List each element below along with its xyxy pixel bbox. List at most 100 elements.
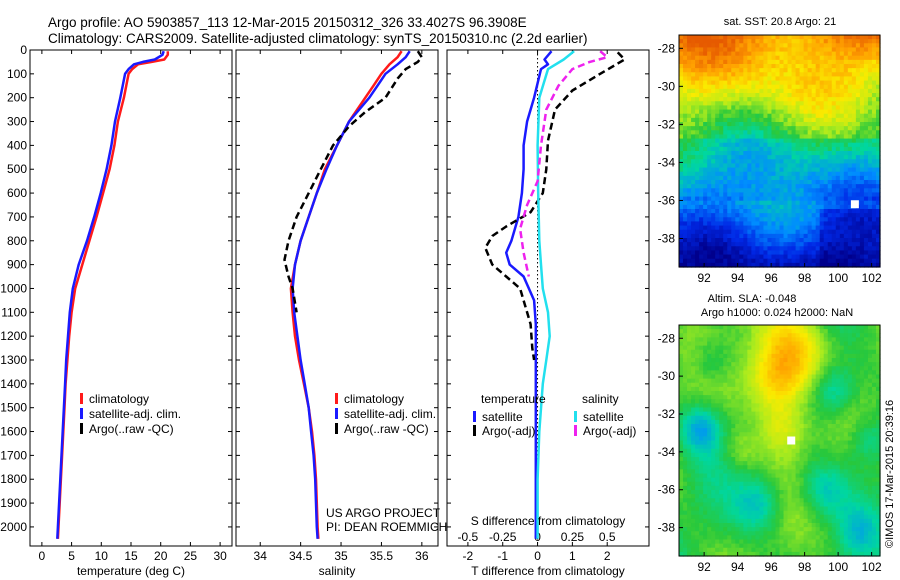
heatmap-cell: [679, 93, 684, 98]
heatmap-cell: [815, 117, 821, 123]
heatmap-cell: [831, 163, 837, 169]
heatmap-cell: [683, 403, 688, 409]
heatmap-cell: [739, 254, 744, 260]
heatmap-cell: [795, 97, 801, 102]
heatmap-cell: [803, 171, 809, 177]
heatmap-cell: [779, 382, 785, 388]
heatmap-cell: [683, 47, 688, 53]
heatmap-cell: [803, 117, 809, 123]
heatmap-cell: [843, 163, 849, 169]
heatmap-cell: [847, 72, 853, 78]
heatmap-cell: [691, 432, 696, 437]
heatmap-cell: [815, 477, 821, 483]
s-tick-label: 0.25: [561, 530, 585, 544]
heatmap-cell: [791, 51, 797, 57]
heatmap-cell: [819, 386, 825, 392]
heatmap-cell: [795, 370, 801, 376]
heatmap-cell: [751, 448, 756, 454]
heatmap-cell: [759, 436, 765, 442]
heatmap-cell: [703, 473, 708, 479]
heatmap-cell: [703, 213, 708, 218]
heatmap-cell: [739, 122, 744, 127]
lat-tick-label: -32: [658, 117, 676, 131]
heatmap-cell: [687, 209, 692, 214]
heatmap-cell: [695, 415, 700, 421]
heatmap-cell: [771, 76, 777, 82]
heatmap-cell: [827, 337, 833, 343]
heatmap-cell: [715, 374, 720, 380]
heatmap-cell: [707, 440, 712, 446]
heatmap-cell: [835, 229, 841, 235]
heatmap-cell: [687, 163, 692, 169]
heatmap-cell: [867, 217, 873, 223]
heatmap-cell: [835, 213, 841, 218]
heatmap-cell: [739, 134, 744, 140]
heatmap-cell: [839, 196, 845, 202]
heatmap-cell: [771, 130, 777, 136]
heatmap-cell: [715, 386, 720, 392]
heatmap-cell: [855, 188, 861, 194]
heatmap-cell: [687, 68, 692, 73]
heatmap-cell: [775, 55, 781, 61]
heatmap-cell: [735, 403, 740, 409]
heatmap-cell: [715, 242, 720, 247]
heatmap-cell: [855, 465, 861, 470]
heatmap-cell: [867, 391, 873, 396]
heatmap-cell: [683, 204, 688, 210]
heatmap-cell: [779, 209, 785, 214]
heatmap-cell: [703, 43, 708, 49]
heatmap-cell: [795, 457, 801, 462]
heatmap-cell: [719, 370, 724, 376]
heatmap-cell: [847, 155, 853, 160]
heatmap-cell: [695, 358, 700, 363]
heatmap-cell: [731, 134, 736, 140]
heatmap-cell: [743, 403, 748, 409]
heatmap-cell: [759, 419, 765, 425]
heatmap-cell: [855, 88, 861, 94]
heatmap-cell: [783, 333, 789, 338]
heatmap-cell: [811, 465, 817, 470]
heatmap-cell: [815, 39, 821, 44]
heatmap-cell: [679, 175, 684, 181]
heatmap-cell: [679, 171, 684, 177]
heatmap-cell: [875, 163, 881, 169]
heatmap-cell: [743, 35, 748, 40]
heatmap-cell: [759, 477, 765, 483]
heatmap-cell: [687, 428, 692, 433]
heatmap-cell: [851, 163, 857, 169]
heatmap-cell: [831, 329, 837, 334]
heatmap-cell: [823, 461, 829, 466]
heatmap-cell: [783, 72, 789, 78]
heatmap-cell: [735, 35, 740, 40]
heatmap-cell: [859, 325, 865, 330]
heatmap-cell: [719, 113, 724, 119]
heatmap-cell: [691, 424, 696, 429]
heatmap-cell: [755, 370, 760, 376]
heatmap-cell: [771, 196, 777, 202]
heatmap-cell: [831, 242, 837, 247]
heatmap-cell: [867, 101, 873, 107]
heatmap-cell: [687, 424, 692, 429]
heatmap-cell: [743, 113, 748, 119]
heatmap-cell: [791, 213, 797, 218]
heatmap-cell: [831, 188, 837, 194]
s-tick-label: -0.25: [489, 530, 517, 544]
heatmap-cell: [719, 97, 724, 102]
heatmap-cell: [687, 448, 692, 454]
heatmap-cell: [691, 362, 696, 367]
heatmap-cell: [771, 370, 777, 376]
heatmap-cell: [699, 88, 704, 94]
depth-tick-label: 1900: [0, 496, 27, 510]
heatmap-cell: [847, 345, 853, 351]
heatmap-cell: [767, 188, 773, 194]
heatmap-cell: [731, 76, 736, 82]
heatmap-cell: [859, 204, 865, 210]
heatmap-cell: [815, 440, 821, 446]
heatmap-cell: [839, 134, 845, 140]
heatmap-cell: [747, 180, 752, 185]
heatmap-cell: [811, 362, 817, 367]
heatmap-cell: [715, 126, 720, 131]
heatmap-cell: [723, 254, 728, 260]
heatmap-cell: [759, 403, 765, 409]
heatmap-cell: [863, 192, 869, 198]
